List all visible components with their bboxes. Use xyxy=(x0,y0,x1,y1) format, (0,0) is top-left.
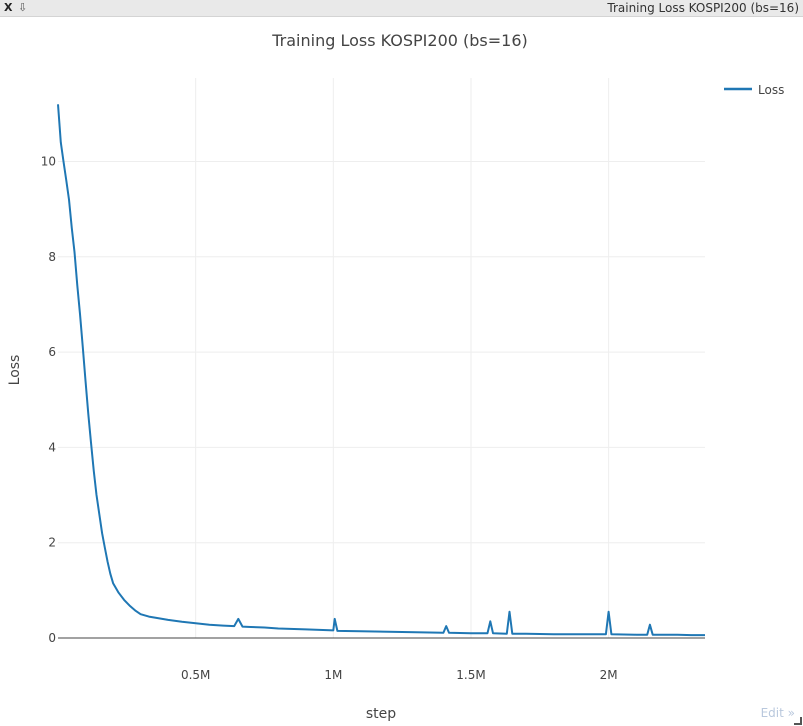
edit-arrow-icon: » xyxy=(787,706,795,720)
y-axis-label: Loss xyxy=(7,355,23,386)
close-icon[interactable]: X xyxy=(4,1,13,14)
resize-handle-icon[interactable] xyxy=(794,717,802,725)
edit-label: Edit xyxy=(760,706,784,720)
series-layer xyxy=(57,104,705,637)
x-tick-label: 0.5M xyxy=(181,668,210,682)
legend-label-loss: Loss xyxy=(758,83,784,97)
series-line-loss xyxy=(57,104,705,637)
y-tick-label: 6 xyxy=(48,345,56,359)
window-titlebar: X ⇩ Training Loss KOSPI200 (bs=16) xyxy=(0,0,803,17)
x-tick-label: 1.5M xyxy=(456,668,485,682)
x-axis-label: step xyxy=(366,706,396,722)
y-tick-label: 4 xyxy=(48,440,56,454)
edit-link[interactable]: Edit » xyxy=(761,706,795,720)
legend[interactable]: Loss xyxy=(724,83,784,97)
chart-title: Training Loss KOSPI200 (bs=16) xyxy=(271,31,528,50)
axis-layer: 0 2 4 6 8 10 0.5M 1M 1.5M 2M xyxy=(41,154,705,682)
grid-layer xyxy=(58,78,705,638)
y-tick-label: 10 xyxy=(41,154,56,168)
y-tick-label: 0 xyxy=(48,631,56,645)
window-title: Training Loss KOSPI200 (bs=16) xyxy=(607,1,799,15)
x-tick-label: 2M xyxy=(600,668,618,682)
popout-icon[interactable]: ⇩ xyxy=(18,1,28,14)
y-tick-label: 8 xyxy=(48,250,56,264)
x-tick-label: 1M xyxy=(324,668,342,682)
y-tick-label: 2 xyxy=(48,536,56,550)
